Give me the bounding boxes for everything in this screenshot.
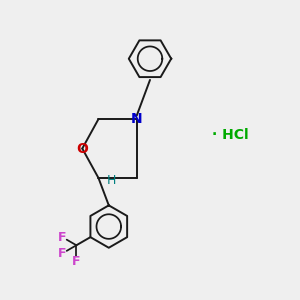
Text: H: H (107, 174, 116, 188)
Text: · HCl: · HCl (212, 128, 248, 142)
Text: O: O (76, 142, 88, 155)
Text: N: N (131, 112, 142, 126)
Text: F: F (58, 247, 66, 260)
Text: F: F (72, 255, 81, 268)
Text: F: F (58, 230, 66, 244)
